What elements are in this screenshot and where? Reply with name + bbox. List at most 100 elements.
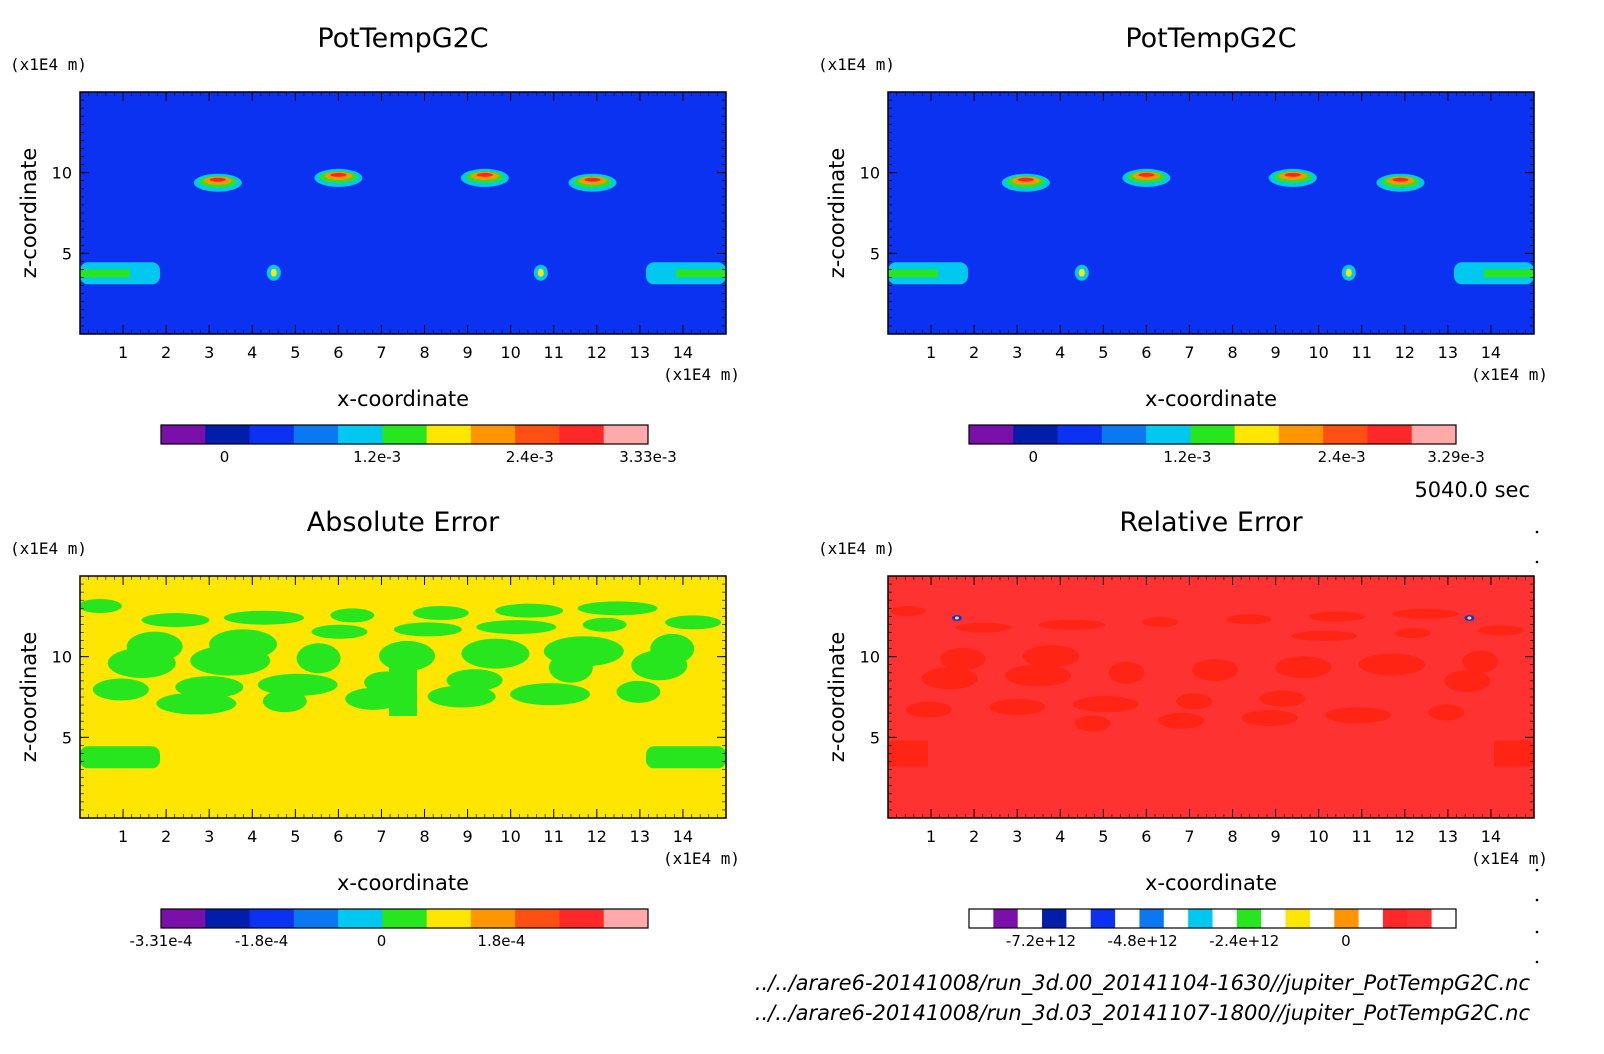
y-tick-label: 10 <box>52 648 72 667</box>
colorbar-swatch <box>1309 909 1335 928</box>
anomaly-patch <box>1005 664 1072 687</box>
warm-bubble-core <box>1284 172 1301 177</box>
warm-bubble-core <box>584 177 601 182</box>
colorbar-swatch <box>338 909 383 928</box>
panel-title: Relative Error <box>1119 507 1303 538</box>
heatmap-field <box>888 92 1534 334</box>
colorbar-swatch <box>515 909 560 928</box>
file-path-1: ../../arare6-20141008/run_3d.00_20141104… <box>755 971 1531 996</box>
anomaly-patch <box>989 698 1046 715</box>
x-tick-label: 13 <box>1438 343 1458 362</box>
y-tick-label: 10 <box>52 164 72 183</box>
x-tick-label: 10 <box>500 343 520 362</box>
colorbar-swatch <box>205 425 251 444</box>
anomaly-patch <box>80 599 122 613</box>
x-tick-label: 6 <box>333 827 343 846</box>
colorbar-swatch <box>1382 909 1408 928</box>
colorbar-tick-label: 1.8e-4 <box>477 932 525 950</box>
colorbar-swatch <box>1334 909 1360 928</box>
y-tick-label: 5 <box>870 244 880 263</box>
colorbar-swatch <box>205 909 251 928</box>
anomaly-patch <box>1428 704 1465 721</box>
colorbar: -3.31e-4 -1.8e-4 0 1.8e-4 <box>130 908 649 950</box>
x-tick-label: 7 <box>376 343 386 362</box>
y-unit-label: (x1E4 m) <box>818 539 895 558</box>
x-tick-label: 10 <box>500 827 520 846</box>
colorbar-tick-label: -3.31e-4 <box>130 932 193 950</box>
colorbar-swatch <box>161 425 206 444</box>
x-tick-label: 4 <box>247 827 257 846</box>
y-unit-label: (x1E4 m) <box>818 55 895 74</box>
x-tick-label: 10 <box>1308 343 1328 362</box>
x-tick-label: 7 <box>1184 827 1194 846</box>
x-unit-label: (x1E4 m) <box>663 365 740 384</box>
x-tick-label: 3 <box>1012 343 1022 362</box>
x-tick-label: 3 <box>204 827 214 846</box>
anomaly-patch <box>389 646 417 716</box>
anomaly-patch <box>1142 617 1179 628</box>
colorbar-swatch <box>1278 425 1324 444</box>
x-tick-label: 8 <box>1227 343 1237 362</box>
colorbar-swatch <box>249 425 295 444</box>
colorbar-swatch <box>1431 909 1457 928</box>
y-tick-label: 5 <box>870 728 880 747</box>
anomaly-patch <box>412 606 469 621</box>
x-tick-label: 14 <box>673 827 693 846</box>
panel-absolute-error: Absolute Error(x1E4 m)1 2 3 4 5 6 7 8 9 10 11 12 13 1… <box>10 507 740 950</box>
anomaly-patch <box>1462 650 1499 673</box>
warm-bubble-core <box>330 172 347 177</box>
time-label: 5040.0 sec <box>1414 478 1530 502</box>
colorbar-frame <box>160 908 649 929</box>
panel-pottemp-run03: PotTempG2C(x1E4 m)1 2 3 4 5 6 7 8 9 10 11 12 13 14510… <box>818 23 1548 466</box>
colorbar-swatch <box>603 425 649 444</box>
anomaly-patch <box>577 601 658 616</box>
margin-dots <box>1535 530 1539 964</box>
anomaly-patch <box>955 622 1012 633</box>
anomaly-patch <box>1158 712 1205 729</box>
anomaly-patch <box>1275 656 1332 679</box>
anomaly-patch <box>495 603 564 618</box>
small-blob-core <box>1078 268 1085 277</box>
edge-band <box>80 746 160 769</box>
colorbar-swatch <box>426 425 472 444</box>
x-tick-label: 12 <box>587 827 607 846</box>
y-axis-label: z-coordinate <box>825 632 849 763</box>
anomaly-patch <box>582 617 627 632</box>
anomaly-patch <box>1176 693 1213 710</box>
x-tick-label: 2 <box>161 343 171 362</box>
x-tick-label: 5 <box>290 827 300 846</box>
colorbar-swatch <box>382 909 428 928</box>
x-unit-label: (x1E4 m) <box>1471 849 1548 868</box>
anomaly-patch <box>1392 608 1459 619</box>
y-unit-label: (x1E4 m) <box>10 539 87 558</box>
anomaly-patch <box>1038 619 1105 630</box>
anomaly-patch <box>427 685 496 708</box>
x-tick-label: 8 <box>419 343 429 362</box>
x-tick-label: 8 <box>419 827 429 846</box>
colorbar-swatch <box>1190 425 1236 444</box>
small-blob-core <box>270 268 277 277</box>
anomaly-patch <box>548 652 593 683</box>
colorbar-swatch <box>1017 909 1043 928</box>
anomaly-patch <box>1225 614 1272 625</box>
x-tick-label: 2 <box>161 827 171 846</box>
x-tick-label: 3 <box>204 343 214 362</box>
x-tick-label: 3 <box>1012 827 1022 846</box>
colorbar-tick-label: 0 <box>1028 448 1038 466</box>
colorbar-swatch <box>1146 425 1191 444</box>
x-tick-label: 11 <box>544 343 564 362</box>
x-tick-label: 4 <box>1055 343 1065 362</box>
colorbar-swatch <box>1358 909 1384 928</box>
anomaly-patch <box>1191 659 1238 682</box>
anomaly-patch <box>616 680 661 703</box>
anomaly-patch <box>1494 740 1534 767</box>
x-tick-label: 14 <box>1481 827 1501 846</box>
panel-pottemp-run00: PotTempG2C(x1E4 m)1 2 3 4 5 6 7 8 9 10 11 12 13 14510… <box>10 23 740 466</box>
x-tick-label: 2 <box>969 343 979 362</box>
x-axis-label: x-coordinate <box>337 387 469 411</box>
colorbar-swatch <box>1411 425 1457 444</box>
x-tick-label: 5 <box>290 343 300 362</box>
heatmap-field <box>888 576 1534 818</box>
colorbar-swatch <box>470 425 516 444</box>
